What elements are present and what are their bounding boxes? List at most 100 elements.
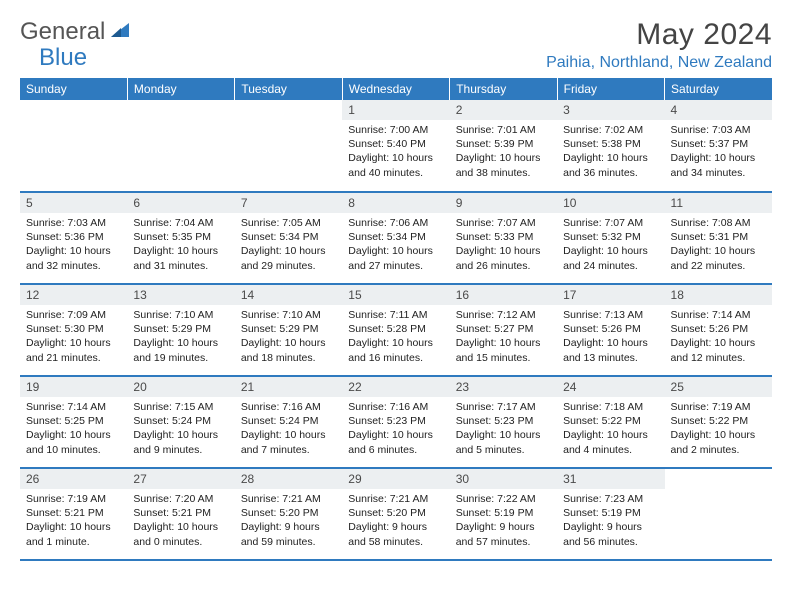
calendar-week-row: 12Sunrise: 7:09 AMSunset: 5:30 PMDayligh… (20, 284, 772, 376)
day-details: Sunrise: 7:21 AMSunset: 5:20 PMDaylight:… (235, 489, 342, 553)
day-number: 24 (557, 377, 664, 397)
logo-text-general: General (20, 18, 105, 46)
calendar-empty-cell (20, 100, 127, 192)
calendar-day-cell: 31Sunrise: 7:23 AMSunset: 5:19 PMDayligh… (557, 468, 664, 560)
day-number: 12 (20, 285, 127, 305)
calendar-day-cell: 29Sunrise: 7:21 AMSunset: 5:20 PMDayligh… (342, 468, 449, 560)
day-details: Sunrise: 7:12 AMSunset: 5:27 PMDaylight:… (450, 305, 557, 369)
logo-text-blue: Blue (39, 44, 87, 71)
day-details: Sunrise: 7:21 AMSunset: 5:20 PMDaylight:… (342, 489, 449, 553)
day-details: Sunrise: 7:11 AMSunset: 5:28 PMDaylight:… (342, 305, 449, 369)
day-details: Sunrise: 7:16 AMSunset: 5:23 PMDaylight:… (342, 397, 449, 461)
day-details: Sunrise: 7:06 AMSunset: 5:34 PMDaylight:… (342, 213, 449, 277)
day-header: Monday (127, 78, 234, 100)
calendar-empty-cell (665, 468, 772, 560)
day-number: 1 (342, 100, 449, 120)
calendar-day-cell: 14Sunrise: 7:10 AMSunset: 5:29 PMDayligh… (235, 284, 342, 376)
calendar-day-cell: 11Sunrise: 7:08 AMSunset: 5:31 PMDayligh… (665, 192, 772, 284)
day-details: Sunrise: 7:16 AMSunset: 5:24 PMDaylight:… (235, 397, 342, 461)
day-number: 31 (557, 469, 664, 489)
day-number: 18 (665, 285, 772, 305)
day-details: Sunrise: 7:17 AMSunset: 5:23 PMDaylight:… (450, 397, 557, 461)
day-header: Friday (557, 78, 664, 100)
calendar-week-row: 5Sunrise: 7:03 AMSunset: 5:36 PMDaylight… (20, 192, 772, 284)
calendar-day-cell: 19Sunrise: 7:14 AMSunset: 5:25 PMDayligh… (20, 376, 127, 468)
day-number: 8 (342, 193, 449, 213)
calendar-day-cell: 17Sunrise: 7:13 AMSunset: 5:26 PMDayligh… (557, 284, 664, 376)
calendar-day-cell: 22Sunrise: 7:16 AMSunset: 5:23 PMDayligh… (342, 376, 449, 468)
day-details: Sunrise: 7:00 AMSunset: 5:40 PMDaylight:… (342, 120, 449, 184)
calendar-day-cell: 15Sunrise: 7:11 AMSunset: 5:28 PMDayligh… (342, 284, 449, 376)
day-number: 4 (665, 100, 772, 120)
day-details: Sunrise: 7:18 AMSunset: 5:22 PMDaylight:… (557, 397, 664, 461)
day-number: 25 (665, 377, 772, 397)
day-header: Thursday (450, 78, 557, 100)
calendar-day-cell: 9Sunrise: 7:07 AMSunset: 5:33 PMDaylight… (450, 192, 557, 284)
day-header: Sunday (20, 78, 127, 100)
day-number: 2 (450, 100, 557, 120)
calendar-day-cell: 3Sunrise: 7:02 AMSunset: 5:38 PMDaylight… (557, 100, 664, 192)
logo: General (20, 18, 133, 46)
calendar-day-cell: 27Sunrise: 7:20 AMSunset: 5:21 PMDayligh… (127, 468, 234, 560)
day-details: Sunrise: 7:19 AMSunset: 5:22 PMDaylight:… (665, 397, 772, 461)
day-number: 11 (665, 193, 772, 213)
calendar-day-cell: 24Sunrise: 7:18 AMSunset: 5:22 PMDayligh… (557, 376, 664, 468)
page-title: May 2024 (546, 18, 772, 52)
calendar-week-row: 1Sunrise: 7:00 AMSunset: 5:40 PMDaylight… (20, 100, 772, 192)
day-details: Sunrise: 7:09 AMSunset: 5:30 PMDaylight:… (20, 305, 127, 369)
day-details: Sunrise: 7:07 AMSunset: 5:33 PMDaylight:… (450, 213, 557, 277)
day-header: Tuesday (235, 78, 342, 100)
day-details: Sunrise: 7:03 AMSunset: 5:36 PMDaylight:… (20, 213, 127, 277)
day-number: 28 (235, 469, 342, 489)
calendar-day-cell: 20Sunrise: 7:15 AMSunset: 5:24 PMDayligh… (127, 376, 234, 468)
header: General May 2024 Paihia, Northland, New … (20, 18, 772, 72)
day-number: 5 (20, 193, 127, 213)
day-number: 21 (235, 377, 342, 397)
day-number: 19 (20, 377, 127, 397)
calendar-day-cell: 5Sunrise: 7:03 AMSunset: 5:36 PMDaylight… (20, 192, 127, 284)
day-number: 29 (342, 469, 449, 489)
day-number: 16 (450, 285, 557, 305)
day-details: Sunrise: 7:04 AMSunset: 5:35 PMDaylight:… (127, 213, 234, 277)
calendar-empty-cell (127, 100, 234, 192)
calendar-day-cell: 28Sunrise: 7:21 AMSunset: 5:20 PMDayligh… (235, 468, 342, 560)
day-number: 3 (557, 100, 664, 120)
day-number: 17 (557, 285, 664, 305)
calendar-day-cell: 21Sunrise: 7:16 AMSunset: 5:24 PMDayligh… (235, 376, 342, 468)
calendar-day-cell: 26Sunrise: 7:19 AMSunset: 5:21 PMDayligh… (20, 468, 127, 560)
day-number: 14 (235, 285, 342, 305)
calendar-day-cell: 7Sunrise: 7:05 AMSunset: 5:34 PMDaylight… (235, 192, 342, 284)
day-number: 13 (127, 285, 234, 305)
day-details: Sunrise: 7:14 AMSunset: 5:25 PMDaylight:… (20, 397, 127, 461)
day-details: Sunrise: 7:08 AMSunset: 5:31 PMDaylight:… (665, 213, 772, 277)
day-number: 22 (342, 377, 449, 397)
day-number: 23 (450, 377, 557, 397)
calendar-day-cell: 6Sunrise: 7:04 AMSunset: 5:35 PMDaylight… (127, 192, 234, 284)
calendar-empty-cell (235, 100, 342, 192)
calendar-day-cell: 4Sunrise: 7:03 AMSunset: 5:37 PMDaylight… (665, 100, 772, 192)
calendar-week-row: 19Sunrise: 7:14 AMSunset: 5:25 PMDayligh… (20, 376, 772, 468)
day-details: Sunrise: 7:15 AMSunset: 5:24 PMDaylight:… (127, 397, 234, 461)
calendar-day-cell: 23Sunrise: 7:17 AMSunset: 5:23 PMDayligh… (450, 376, 557, 468)
day-number: 15 (342, 285, 449, 305)
day-number: 20 (127, 377, 234, 397)
calendar-head: SundayMondayTuesdayWednesdayThursdayFrid… (20, 78, 772, 100)
day-number: 7 (235, 193, 342, 213)
calendar-day-cell: 2Sunrise: 7:01 AMSunset: 5:39 PMDaylight… (450, 100, 557, 192)
day-details: Sunrise: 7:05 AMSunset: 5:34 PMDaylight:… (235, 213, 342, 277)
calendar-day-cell: 8Sunrise: 7:06 AMSunset: 5:34 PMDaylight… (342, 192, 449, 284)
day-details: Sunrise: 7:07 AMSunset: 5:32 PMDaylight:… (557, 213, 664, 277)
logo-sail-icon (109, 19, 131, 46)
day-details: Sunrise: 7:23 AMSunset: 5:19 PMDaylight:… (557, 489, 664, 553)
calendar-day-cell: 1Sunrise: 7:00 AMSunset: 5:40 PMDaylight… (342, 100, 449, 192)
day-details: Sunrise: 7:02 AMSunset: 5:38 PMDaylight:… (557, 120, 664, 184)
day-details: Sunrise: 7:20 AMSunset: 5:21 PMDaylight:… (127, 489, 234, 553)
day-number: 6 (127, 193, 234, 213)
day-header: Saturday (665, 78, 772, 100)
day-details: Sunrise: 7:03 AMSunset: 5:37 PMDaylight:… (665, 120, 772, 184)
day-details: Sunrise: 7:19 AMSunset: 5:21 PMDaylight:… (20, 489, 127, 553)
day-details: Sunrise: 7:13 AMSunset: 5:26 PMDaylight:… (557, 305, 664, 369)
logo-text-blue-wrap: Blue (39, 44, 87, 72)
day-number: 26 (20, 469, 127, 489)
day-details: Sunrise: 7:01 AMSunset: 5:39 PMDaylight:… (450, 120, 557, 184)
